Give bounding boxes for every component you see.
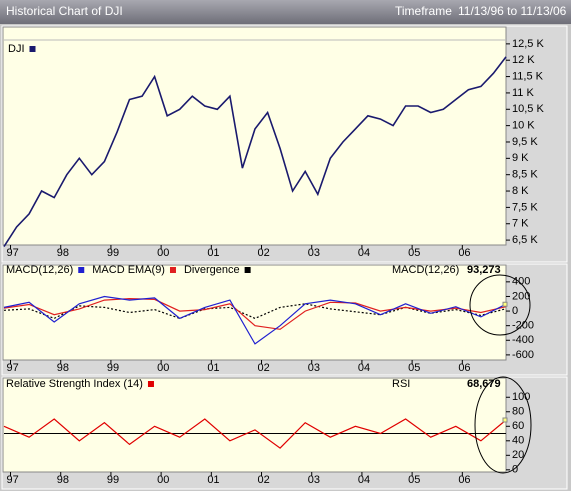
x-tick-label: 05 (408, 474, 420, 486)
y-tick-label: -400 (512, 334, 534, 346)
y-tick-label: 6,5 K (512, 234, 538, 246)
y-tick-label: 10,5 K (512, 103, 544, 115)
plot-area (2, 26, 507, 246)
x-tick-label: 99 (107, 362, 119, 374)
y-tick-label: 9 K (512, 152, 529, 164)
x-tick-label: 00 (157, 247, 169, 259)
x-tick-label: 02 (258, 474, 270, 486)
series-line (3, 418, 507, 449)
legend-label: Relative Strength Index (14) (6, 378, 143, 390)
y-tick-label: 10 K (512, 120, 535, 132)
y-tick-label: 7 K (512, 218, 529, 230)
legend-swatch (169, 267, 176, 273)
legend-swatch (78, 267, 85, 273)
x-tick-label: 01 (207, 362, 219, 374)
y-tick-label: -600 (512, 349, 534, 361)
legend-label: Divergence (184, 264, 240, 276)
y-tick-label: 200 (512, 290, 530, 302)
readout-marker (502, 301, 508, 307)
readout-marker (502, 417, 508, 423)
y-tick-label: 9,5 K (512, 136, 538, 148)
x-tick-label: 03 (308, 474, 320, 486)
x-tick-label: 06 (458, 362, 470, 374)
series-line (3, 295, 507, 345)
x-tick-label: 04 (358, 247, 370, 259)
series-line (3, 56, 507, 248)
x-tick-label: 98 (57, 474, 69, 486)
x-tick-label: 97 (7, 362, 19, 374)
x-tick-label: 01 (207, 474, 219, 486)
legend-swatch (29, 46, 36, 52)
x-tick-label: 03 (308, 362, 320, 374)
y-tick-label: 0 (512, 305, 518, 317)
readout-value: 68,679 (467, 378, 501, 390)
annotation-circle (469, 274, 531, 336)
legend-label: MACD(12,26) (6, 264, 73, 276)
x-tick-label: 01 (207, 247, 219, 259)
x-tick-label: 04 (358, 474, 370, 486)
y-tick-label: 100 (512, 391, 530, 403)
y-tick-label: 8,5 K (512, 169, 538, 181)
y-tick-label: 0 (512, 464, 518, 476)
timeframe-label: Timeframe (395, 4, 452, 18)
timeframe: 11/13/96 to 11/13/06 (458, 4, 567, 18)
x-tick-label: 05 (408, 247, 420, 259)
plot-area (2, 377, 507, 473)
x-tick-label: 99 (107, 474, 119, 486)
y-tick-label: 7,5 K (512, 201, 538, 213)
x-tick-label: 00 (157, 362, 169, 374)
x-tick-label: 02 (258, 362, 270, 374)
legend-swatch (147, 381, 154, 387)
readout-label: RSI (392, 378, 410, 390)
y-tick-label: 11 K (512, 87, 534, 99)
x-tick-label: 97 (7, 247, 19, 259)
x-tick-label: 98 (57, 362, 69, 374)
y-tick-label: 40 (512, 435, 524, 447)
window-title: Historical Chart of DJI (6, 4, 123, 18)
x-tick-label: 06 (458, 247, 470, 259)
readout-value: 93,273 (467, 264, 501, 276)
legend-label: DJI (8, 43, 25, 55)
y-tick-label: 12,5 K (512, 38, 544, 50)
x-tick-label: 00 (157, 474, 169, 486)
y-tick-label: 80 (512, 406, 524, 418)
legend-label: MACD EMA(9) (92, 264, 165, 276)
title-bar (0, 0, 571, 24)
x-tick-label: 98 (57, 247, 69, 259)
x-tick-label: 04 (358, 362, 370, 374)
y-tick-label: 20 (512, 449, 524, 461)
y-tick-label: 12 K (512, 54, 535, 66)
x-tick-label: 06 (458, 474, 470, 486)
y-tick-label: 60 (512, 420, 524, 432)
plot-area (2, 264, 507, 361)
x-tick-label: 02 (258, 247, 270, 259)
y-tick-label: 8 K (512, 185, 529, 197)
annotation-circle (474, 376, 532, 474)
x-tick-label: 05 (408, 362, 420, 374)
y-tick-label: 400 (512, 276, 530, 288)
x-tick-label: 97 (7, 474, 19, 486)
y-tick-label: -200 (512, 320, 534, 332)
readout-label: MACD(12,26) (392, 264, 459, 276)
y-tick-label: 11,5 K (512, 70, 544, 82)
legend-swatch (244, 267, 251, 273)
x-tick-label: 99 (107, 247, 119, 259)
x-tick-label: 03 (308, 247, 320, 259)
